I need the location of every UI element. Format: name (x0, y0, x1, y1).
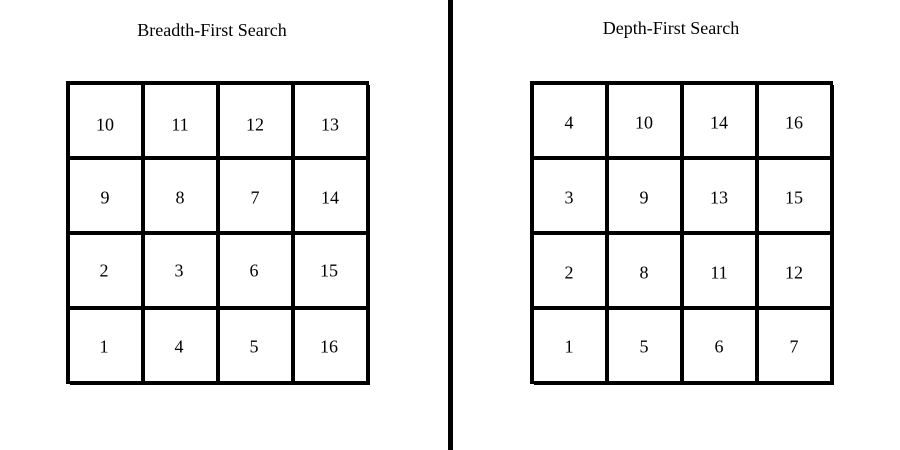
bfs-cell-r1-c2: 11 (145, 85, 220, 160)
dfs-cell-value: 5 (639, 336, 649, 357)
bfs-cell-r3-c3: 6 (220, 235, 295, 310)
dfs-cell-value: 13 (710, 187, 728, 208)
bfs-cell-value: 12 (246, 114, 264, 135)
bfs-cell-r1-c3: 12 (220, 85, 295, 160)
dfs-cell-r1-c4: 16 (759, 85, 834, 160)
dfs-cell-value: 7 (789, 336, 799, 357)
dfs-cell-value: 8 (639, 262, 649, 283)
dfs-title: Depth-First Search (602, 18, 740, 38)
bfs-cell-value: 3 (174, 260, 184, 281)
dfs-cell-r1-c2: 10 (609, 85, 684, 160)
dfs-cell-r2-c3: 13 (684, 160, 759, 235)
dfs-cell-r3-c4: 12 (759, 235, 834, 310)
bfs-cell-r2-c1: 9 (70, 160, 145, 235)
dfs-cell-value: 6 (714, 336, 724, 357)
dfs-cell-r3-c2: 8 (609, 235, 684, 310)
bfs-cell-r1-c4: 13 (295, 85, 370, 160)
bfs-cell-value: 10 (96, 114, 114, 135)
dfs-cell-r2-c2: 9 (609, 160, 684, 235)
bfs-cell-r3-c4: 15 (295, 235, 370, 310)
bfs-cell-value: 11 (171, 114, 189, 135)
bfs-cell-value: 4 (174, 336, 184, 357)
dfs-cell-value: 14 (710, 112, 728, 133)
dfs-cell-value: 9 (639, 187, 649, 208)
bfs-cell-value: 14 (321, 187, 339, 208)
dfs-cell-r3-c3: 11 (684, 235, 759, 310)
bfs-cell-value: 15 (320, 260, 338, 281)
bfs-cell-r1-c1: 10 (70, 85, 145, 160)
bfs-cell-r3-c2: 3 (145, 235, 220, 310)
dfs-cell-r1-c3: 14 (684, 85, 759, 160)
dfs-cell-r4-c4: 7 (759, 310, 834, 385)
dfs-cell-r2-c4: 15 (759, 160, 834, 235)
dfs-cell-r1-c1: 4 (534, 85, 609, 160)
dfs-cell-value: 2 (564, 262, 574, 283)
bfs-cell-value: 13 (321, 114, 339, 135)
bfs-cell-value: 7 (250, 187, 260, 208)
bfs-grid: 10 11 12 13 9 8 7 14 2 3 6 15 1 4 5 16 (66, 81, 370, 385)
bfs-cell-r3-c1: 2 (70, 235, 145, 310)
dfs-cell-value: 11 (710, 262, 728, 283)
bfs-cell-r2-c3: 7 (220, 160, 295, 235)
bfs-cell-value: 1 (99, 336, 109, 357)
dfs-cell-r2-c1: 3 (534, 160, 609, 235)
dfs-cell-r4-c3: 6 (684, 310, 759, 385)
bfs-cell-value: 2 (99, 260, 109, 281)
bfs-cell-value: 16 (320, 336, 338, 357)
bfs-cell-r4-c1: 1 (70, 310, 145, 385)
bfs-cell-r4-c4: 16 (295, 310, 370, 385)
dfs-cell-r4-c2: 5 (609, 310, 684, 385)
dfs-cell-value: 1 (564, 336, 574, 357)
dfs-cell-value: 12 (785, 262, 803, 283)
dfs-cell-r4-c1: 1 (534, 310, 609, 385)
bfs-cell-value: 9 (100, 187, 110, 208)
dfs-cell-r3-c1: 2 (534, 235, 609, 310)
panel-divider (448, 0, 453, 450)
bfs-cell-r4-c2: 4 (145, 310, 220, 385)
dfs-cell-value: 3 (564, 187, 574, 208)
dfs-cell-value: 4 (564, 112, 574, 133)
dfs-grid: 4 10 14 16 3 9 13 15 2 8 11 12 1 5 6 7 (530, 81, 834, 385)
dfs-cell-value: 15 (785, 187, 803, 208)
bfs-title: Breadth-First Search (137, 20, 287, 40)
bfs-cell-value: 5 (249, 336, 259, 357)
bfs-cell-r2-c4: 14 (295, 160, 370, 235)
bfs-cell-value: 8 (175, 187, 185, 208)
dfs-cell-value: 10 (635, 112, 653, 133)
bfs-cell-r2-c2: 8 (145, 160, 220, 235)
dfs-cell-value: 16 (785, 112, 803, 133)
bfs-cell-value: 6 (249, 260, 259, 281)
bfs-cell-r4-c3: 5 (220, 310, 295, 385)
